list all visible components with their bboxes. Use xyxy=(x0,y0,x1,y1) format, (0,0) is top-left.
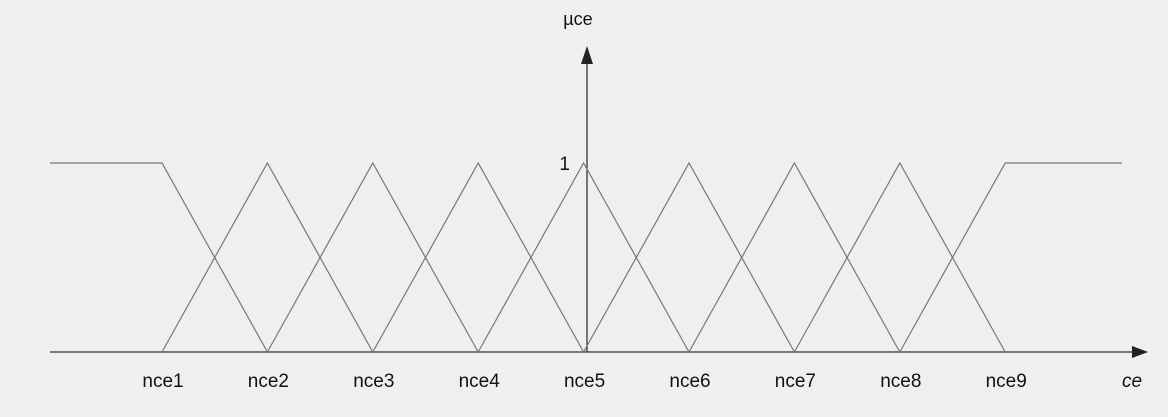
y-axis-arrow xyxy=(581,46,593,64)
set-label: nce4 xyxy=(459,371,501,392)
set-label: nce2 xyxy=(248,371,289,392)
set-label: nce1 xyxy=(142,371,183,392)
set-label: nce7 xyxy=(775,371,816,392)
membership-function xyxy=(266,161,479,353)
membership-function xyxy=(50,162,268,353)
y-axis-label: µce xyxy=(563,9,592,29)
membership-function xyxy=(161,161,374,353)
membership-function xyxy=(899,162,1122,353)
set-label: nce8 xyxy=(880,371,921,392)
set-label: nce5 xyxy=(564,371,605,392)
set-label: nce9 xyxy=(986,371,1027,392)
peak-label: 1 xyxy=(559,154,570,175)
membership-function xyxy=(372,161,585,353)
x-axis-arrow xyxy=(1132,346,1148,358)
x-axis-label: ce xyxy=(1122,371,1142,392)
set-label: nce6 xyxy=(669,371,710,392)
membership-function xyxy=(477,161,690,353)
membership-function xyxy=(688,161,901,353)
membership-function xyxy=(583,161,795,353)
set-label: nce3 xyxy=(353,371,394,392)
membership-function xyxy=(793,161,1006,353)
